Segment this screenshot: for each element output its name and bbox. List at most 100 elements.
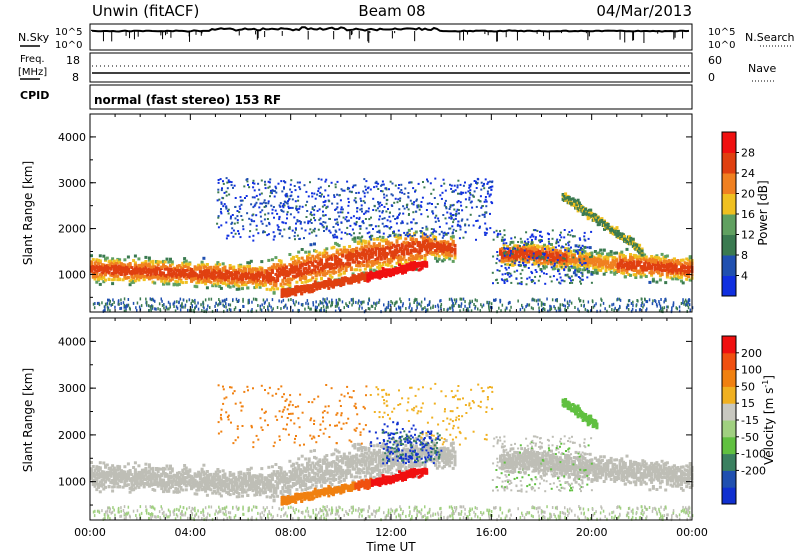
power-pixel xyxy=(228,213,230,215)
power-pixel xyxy=(282,206,284,208)
power-pixel xyxy=(382,263,385,266)
power-pixel xyxy=(185,260,188,263)
power-pixel xyxy=(148,257,151,260)
power-pixel xyxy=(439,194,441,196)
power-pixel xyxy=(491,202,493,204)
power-pixel xyxy=(315,250,318,253)
power-pixel xyxy=(601,252,604,255)
power-pixel xyxy=(123,258,126,261)
power-pixel xyxy=(283,222,285,224)
power-pixel xyxy=(294,185,296,187)
power-pixel xyxy=(276,287,279,290)
power-pixel xyxy=(260,220,262,222)
power-pixel xyxy=(393,231,395,233)
power-pixel xyxy=(382,245,385,248)
power-pixel xyxy=(289,228,291,230)
power-pixel xyxy=(489,194,491,196)
power-pixel xyxy=(474,190,476,192)
power-pixel xyxy=(432,231,434,233)
nave-right-tick-top: 60 xyxy=(708,54,722,67)
power-pixel xyxy=(387,236,389,238)
power-pixel xyxy=(480,200,482,202)
power-pixel xyxy=(583,246,586,249)
power-pixel xyxy=(386,203,388,205)
power-pixel xyxy=(629,253,632,256)
power-pixel xyxy=(460,184,462,186)
power-pixel xyxy=(336,194,338,196)
power-pixel xyxy=(222,197,224,199)
power-pixel xyxy=(433,228,435,230)
power-pixel xyxy=(311,192,313,194)
power-pixel xyxy=(334,196,336,198)
power-pixel xyxy=(216,223,218,225)
power-pixel xyxy=(452,221,454,223)
power-pixel xyxy=(361,236,363,238)
power-pixel xyxy=(218,263,221,266)
cpid-panel: CPID normal (fast stereo) 153 RF xyxy=(20,85,692,109)
freq-left-tick-top: 18 xyxy=(66,54,80,67)
power-pixel xyxy=(491,181,493,183)
freq-left-tick-bottom: 8 xyxy=(72,71,79,84)
power-pixel xyxy=(453,219,455,221)
power-pixel xyxy=(372,198,374,200)
power-pixel xyxy=(194,301,196,304)
power-pixel xyxy=(475,182,477,184)
power-pixel xyxy=(317,210,319,212)
power-pixel xyxy=(448,217,450,219)
power-pixel xyxy=(355,184,357,186)
power-pixel xyxy=(481,182,483,184)
power-pixel xyxy=(265,202,267,204)
power-pixel xyxy=(502,304,504,307)
frequency-panel-frame xyxy=(90,53,692,82)
power-pixel xyxy=(378,242,381,245)
power-pixel xyxy=(368,208,370,210)
power-pixel xyxy=(92,258,95,261)
power-pixel xyxy=(445,200,447,202)
power-pixel xyxy=(244,197,246,199)
power-pixel xyxy=(365,218,367,220)
power-pixel xyxy=(289,198,291,200)
power-pixel xyxy=(590,252,593,255)
power-pixel xyxy=(446,222,448,224)
power-pixel xyxy=(273,236,275,238)
power-pixel xyxy=(634,276,637,279)
power-pixel xyxy=(257,198,259,200)
power-pixel xyxy=(390,226,392,228)
power-pixel xyxy=(221,189,223,191)
power-pixel xyxy=(344,232,346,234)
power-pixel xyxy=(387,208,389,210)
power-pixel xyxy=(162,272,165,275)
power-pixel xyxy=(338,244,341,247)
power-pixel xyxy=(297,221,299,223)
power-pixel xyxy=(261,209,263,211)
power-pixel xyxy=(458,212,460,214)
power-pixel xyxy=(457,224,459,226)
power-pixel xyxy=(311,255,314,258)
power-pixel xyxy=(425,228,428,231)
power-pixel xyxy=(661,253,664,256)
power-pixel xyxy=(269,282,272,285)
power-pixel xyxy=(441,231,443,233)
power-pixel xyxy=(345,269,348,272)
power-pixel xyxy=(334,219,336,221)
power-pixel xyxy=(389,235,391,237)
power-pixel xyxy=(450,188,452,190)
power-pixel xyxy=(412,187,414,189)
power-pixel xyxy=(408,214,410,216)
power-pixel xyxy=(287,211,289,213)
power-pixel xyxy=(450,213,452,215)
power-pixel xyxy=(459,225,461,227)
power-pixel xyxy=(455,189,457,191)
power-pixel xyxy=(435,221,437,223)
power-pixel xyxy=(469,189,471,191)
power-pixel xyxy=(254,205,256,207)
power-pixel xyxy=(659,258,662,261)
power-pixel xyxy=(335,186,337,188)
power-pixel xyxy=(356,217,358,219)
power-pixel xyxy=(377,183,379,185)
power-pixel xyxy=(480,195,482,197)
power-pixel xyxy=(341,206,343,208)
power-pixel xyxy=(560,303,562,306)
power-pixel xyxy=(394,218,396,220)
power-pixel xyxy=(601,266,604,269)
